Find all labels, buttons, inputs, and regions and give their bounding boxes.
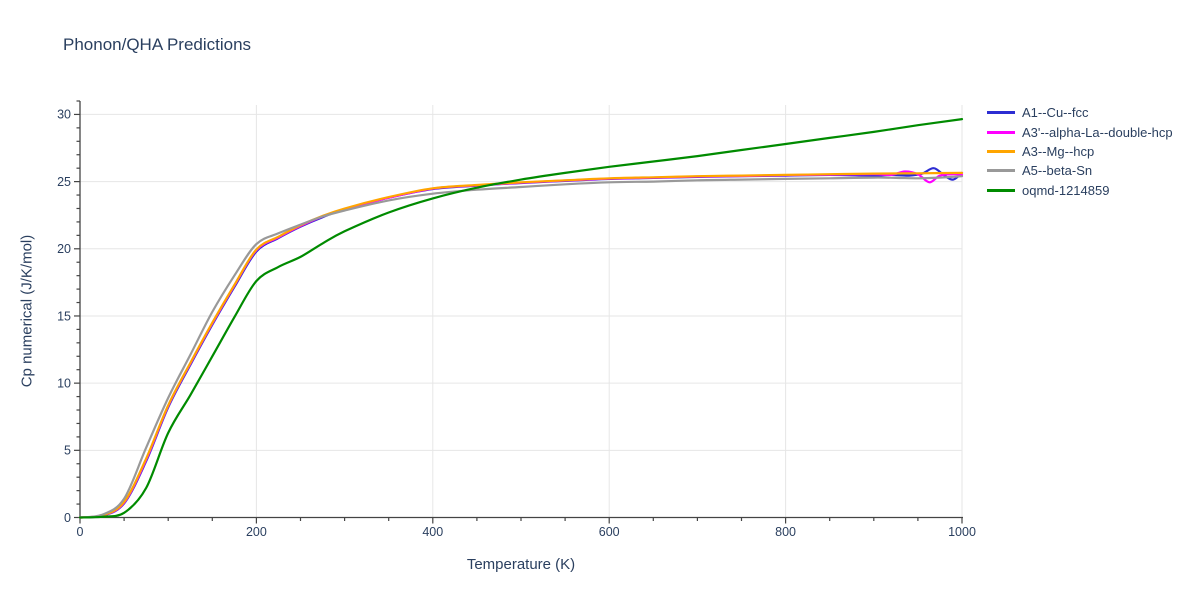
legend-line-swatch (987, 130, 1015, 134)
legend-item[interactable]: A5--beta-Sn (987, 161, 1173, 180)
y-tick-label: 10 (57, 376, 71, 390)
legend-line-swatch (987, 149, 1015, 153)
legend-item[interactable]: A1--Cu--fcc (987, 103, 1173, 122)
series-line-a5-beta-sn[interactable] (78, 175, 964, 519)
series-line-a1-cu-fcc[interactable] (78, 167, 964, 519)
series-line-a3-alpha-la-double-hcp[interactable] (78, 170, 964, 519)
legend-item-label: A3'--alpha-La--double-hcp (1022, 124, 1173, 140)
legend-line-swatch (987, 188, 1015, 192)
x-tick-label: 600 (599, 525, 620, 539)
y-tick-label: 0 (64, 511, 71, 525)
x-tick-label: 400 (422, 525, 443, 539)
x-tick-label: 200 (246, 525, 267, 539)
x-axis-title: Temperature (K) (466, 556, 576, 573)
y-tick-label: 30 (57, 108, 71, 122)
legend-item-label: A1--Cu--fcc (1022, 105, 1089, 121)
legend-item-label: A3--Mg--hcp (1022, 143, 1095, 159)
legend-item-label: A5--beta-Sn (1022, 163, 1093, 179)
chart-title: Phonon/QHA Predictions (63, 35, 252, 54)
legend-line-swatch (987, 111, 1015, 115)
x-tick-label: 1000 (948, 525, 976, 539)
y-tick-label: 15 (57, 309, 71, 323)
legend-line-swatch (987, 169, 1015, 173)
y-tick-label: 25 (57, 175, 71, 189)
legend: A1--Cu--fcc A3'--alpha-La--double-hcp A3--… (987, 103, 1173, 200)
y-axis-title: Cp numerical (J/K/mol) (18, 234, 36, 388)
legend-item[interactable]: A3--Mg--hcp (987, 142, 1173, 161)
legend-item[interactable]: A3'--alpha-La--double-hcp (987, 122, 1173, 141)
x-tick-label: 0 (77, 525, 84, 539)
series-line-oqmd-1214859[interactable] (78, 118, 964, 519)
y-tick-label: 5 (64, 444, 71, 458)
series-line-a3-mg-hcp[interactable] (78, 171, 964, 519)
x-tick-label: 800 (775, 525, 796, 539)
legend-item[interactable]: oqmd-1214859 (987, 181, 1173, 200)
y-tick-label: 20 (57, 242, 71, 256)
legend-item-label: oqmd-1214859 (1022, 182, 1110, 198)
